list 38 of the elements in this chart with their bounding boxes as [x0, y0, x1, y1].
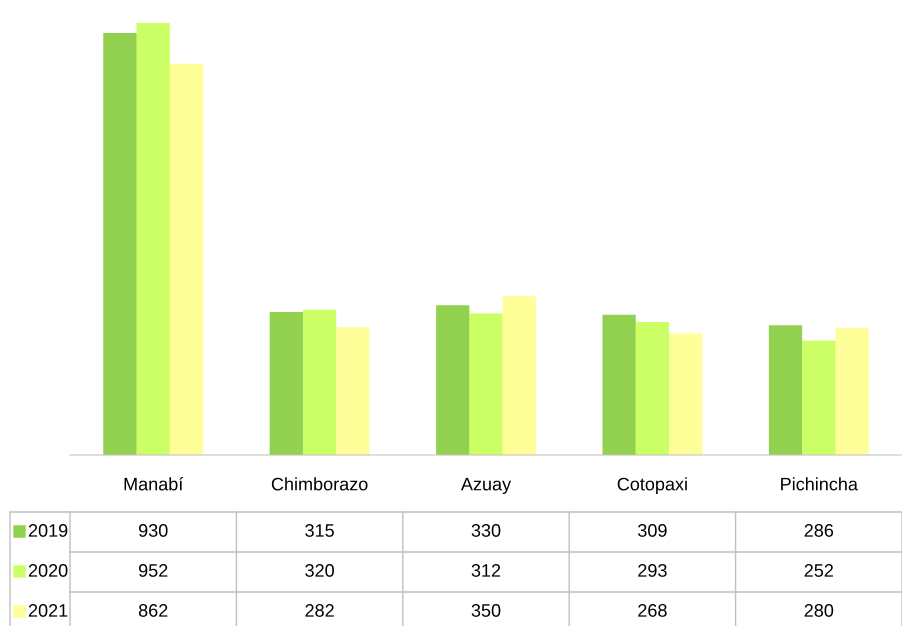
bar: [636, 322, 670, 455]
data-label: 862: [138, 604, 168, 617]
data-label: 293: [638, 564, 667, 577]
legend-label: 2020: [28, 564, 68, 577]
bar: [802, 340, 836, 455]
data-label: 315: [305, 524, 334, 537]
bar: [768, 325, 802, 455]
data-label: 286: [804, 524, 834, 537]
data-label: 930: [138, 524, 168, 537]
data-label: 330: [472, 524, 500, 537]
bar: [469, 313, 503, 455]
x-tick-label: Cotopaxi: [618, 477, 687, 494]
data-label: 952: [138, 564, 168, 577]
data-label: 280: [804, 604, 834, 617]
data-label: 252: [804, 564, 833, 577]
x-tick-label: Pichincha: [781, 477, 858, 490]
x-tick-label: Azuay: [460, 478, 512, 494]
bar: [136, 22, 170, 455]
bar: [336, 327, 370, 455]
bar: [302, 310, 336, 455]
bar: [170, 64, 204, 455]
bar: [103, 32, 137, 455]
bar: [669, 333, 702, 455]
data-label: 350: [472, 604, 500, 617]
x-tick-label: Manabí: [124, 477, 184, 490]
legend-label: 2019: [28, 524, 68, 537]
bar: [502, 296, 536, 455]
data-label: 282: [305, 604, 334, 617]
legend-label: 2021: [28, 604, 68, 617]
bar: [835, 328, 869, 455]
data-label: 268: [638, 604, 667, 617]
data-label: 312: [472, 564, 500, 577]
bar: [436, 305, 470, 455]
data-label: 309: [638, 524, 667, 537]
bar: [602, 314, 636, 455]
data-label: 320: [305, 564, 334, 577]
bar: [270, 312, 303, 455]
x-tick-label: Chimborazo: [272, 477, 368, 490]
